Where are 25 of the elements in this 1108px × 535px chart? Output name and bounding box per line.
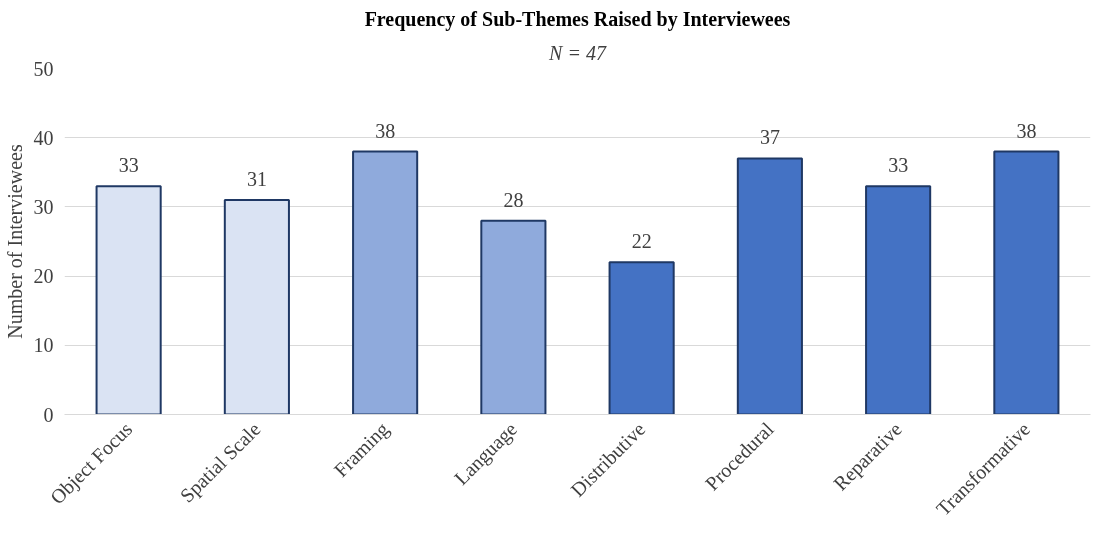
data-label: 37 <box>759 126 780 149</box>
bar <box>993 150 1060 415</box>
chart-title: Frequency of Sub-Themes Raised by Interviewees <box>364 7 791 31</box>
data-label: 28 <box>503 188 524 211</box>
y-tick-label: 40 <box>33 126 54 149</box>
bar <box>736 157 803 415</box>
y-axis-title: Number of Interviewees <box>3 144 26 339</box>
data-label: 22 <box>631 230 652 253</box>
chart-subtitle: N = 47 <box>548 41 607 64</box>
data-label: 38 <box>1016 119 1037 142</box>
y-tick-label: 10 <box>33 334 54 357</box>
bar <box>608 261 675 415</box>
data-label: 33 <box>888 154 909 177</box>
y-tick-label: 0 <box>43 403 54 426</box>
bar <box>480 219 547 415</box>
bar <box>865 185 932 415</box>
bar <box>352 150 419 415</box>
data-label: 38 <box>375 119 396 142</box>
bar <box>223 198 290 415</box>
y-tick-label: 20 <box>33 265 54 288</box>
bar <box>95 185 162 415</box>
data-label: 33 <box>118 154 139 177</box>
y-tick-label: 50 <box>33 57 54 80</box>
data-label: 31 <box>246 167 267 190</box>
y-tick-label: 30 <box>33 195 54 218</box>
